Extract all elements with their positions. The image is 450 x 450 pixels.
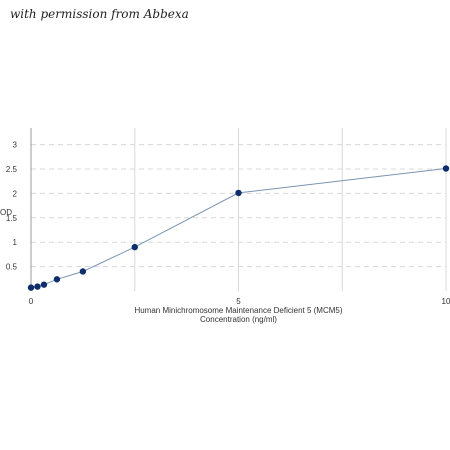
x-tick-label: 0 [29, 297, 34, 306]
data-point [131, 243, 138, 251]
y-tick-label: 0.5 [6, 263, 18, 272]
data-point [34, 283, 41, 290]
x-axis-label-line-2: Concentration (ng/ml) [200, 315, 277, 324]
data-point [442, 165, 450, 172]
y-tick-label: 3 [13, 141, 18, 150]
y-tick-label: 2 [13, 189, 18, 198]
watermark-text: with permission from Abbexa [10, 7, 189, 21]
x-tick-label: 5 [236, 297, 241, 306]
y-axis-label: OD [0, 208, 12, 217]
x-axis-label-line-1: Human Minichromosome Maintenance Deficie… [134, 306, 342, 315]
data-point [53, 276, 61, 283]
y-axis-ticks: 0.5 1 1.5 2 2.5 3 [6, 141, 18, 272]
y-tick-label: 2.5 [6, 165, 18, 174]
data-point [40, 281, 48, 288]
data-points [27, 165, 450, 291]
x-tick-label: 10 [442, 297, 450, 306]
y-tick-label: 1 [13, 238, 18, 247]
data-point [27, 284, 35, 291]
x-axis-ticks: 0 5 10 [29, 297, 450, 306]
y-tick-label: 1.5 [6, 214, 18, 223]
data-point [79, 268, 87, 275]
data-point [235, 189, 242, 197]
